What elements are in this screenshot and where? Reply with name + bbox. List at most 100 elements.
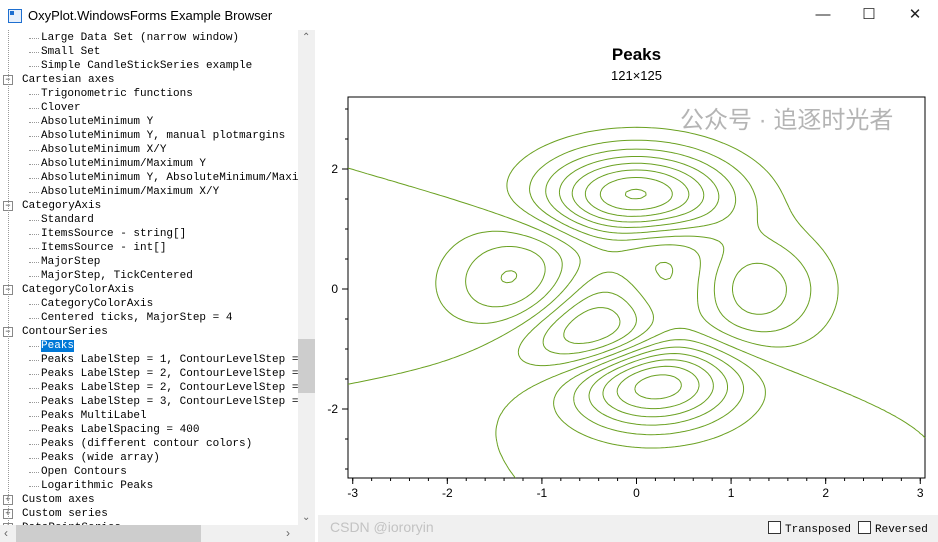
scroll-right-icon[interactable]: › [286, 526, 290, 540]
contour-line-1 [506, 126, 839, 367]
tree-horizontal-scrollbar[interactable]: ‹ › [0, 525, 315, 542]
x-tick-label: 2 [822, 486, 829, 500]
tree-item-label: MajorStep, TickCentered [41, 270, 193, 282]
tree-connector [29, 318, 39, 319]
tree-connector [29, 472, 39, 473]
tree-group[interactable]: CategoryColorAxis [22, 283, 134, 297]
tree-group[interactable]: DataPointSeries [22, 521, 121, 525]
tree-connector [29, 430, 39, 431]
tree-item-label: ItemsSource - int[] [41, 242, 167, 254]
tree-item-label: DataPointSeries [22, 522, 121, 525]
tree-item[interactable]: Logarithmic Peaks [41, 479, 153, 493]
tree-item-label: Cartesian axes [22, 74, 115, 86]
tree-connector [29, 136, 39, 137]
scroll-left-icon[interactable]: ‹ [4, 526, 8, 540]
contour-line--6 [634, 374, 682, 400]
tree-vertical-scrollbar[interactable]: ⌃ ⌄ [298, 30, 315, 525]
tree-item-label: CategoryColorAxis [22, 284, 135, 296]
chart-title: Peaks [612, 45, 661, 64]
tree-item[interactable]: AbsoluteMinimum Y, manual plotmargins [41, 129, 285, 143]
tree-item[interactable]: ItemsSource - string[] [41, 227, 186, 241]
tree-item[interactable]: Peaks LabelStep = 2, ContourLevelStep = … [41, 381, 298, 395]
tree-item-label: CategoryAxis [22, 200, 102, 212]
tree-group[interactable]: CategoryAxis [22, 199, 101, 213]
tree-item[interactable]: Clover [41, 101, 81, 115]
tree-connector [29, 52, 39, 53]
contour-line-6 [584, 169, 690, 217]
tree-item[interactable]: Open Contours [41, 465, 127, 479]
tree-item-label: ContourSeries [22, 326, 108, 338]
plot-view[interactable]: Peaks 121×125 -3 -2 -1 0 1 2 3 -2 0 2 [318, 30, 938, 515]
close-button[interactable]: ✕ [908, 6, 922, 23]
tree-item[interactable]: Peaks MultiLabel [41, 409, 147, 423]
tree-item[interactable]: MajorStep, TickCentered [41, 269, 193, 283]
tree-item[interactable]: AbsoluteMinimum/Maximum X/Y [41, 185, 219, 199]
scroll-down-icon[interactable]: ⌄ [302, 512, 311, 523]
tree-connector [29, 150, 39, 151]
tree-item-label: Peaks LabelSpacing = 400 [41, 424, 200, 436]
tree-connector [29, 304, 39, 305]
tree-item-label: AbsoluteMinimum/Maximum X/Y [41, 186, 220, 198]
tree-item[interactable]: ItemsSource - int[] [41, 241, 166, 255]
contour-line--3 [500, 270, 728, 426]
scroll-up-icon[interactable]: ⌃ [302, 32, 311, 43]
tree-connector [8, 30, 9, 525]
tree-connector [29, 416, 39, 417]
tree-connector [29, 262, 39, 263]
tree-item-label: AbsoluteMinimum Y, AbsoluteMinimum/Maxim… [41, 172, 298, 184]
tree-connector [29, 374, 39, 375]
x-tick-label: -1 [537, 486, 548, 500]
tree-connector [29, 458, 39, 459]
tree-connector [29, 164, 39, 165]
tree-connector [29, 402, 39, 403]
contour-line--2 [465, 246, 745, 436]
tree-item[interactable]: CategoryColorAxis [41, 297, 153, 311]
tree-group[interactable]: Custom series [22, 507, 108, 521]
tree-item-label: Large Data Set (narrow window) [41, 32, 240, 44]
scrollbar-thumb[interactable] [16, 525, 201, 542]
reversed-label: Reversed [875, 524, 928, 536]
tree-item[interactable]: Peaks (wide array) [41, 451, 160, 465]
tree-item[interactable]: Peaks LabelStep = 2, ContourLevelStep = … [41, 367, 298, 381]
tree-item[interactable]: AbsoluteMinimum/Maximum Y [41, 157, 206, 171]
y-tick-label: -2 [327, 402, 338, 416]
reversed-checkbox[interactable]: Reversed [858, 521, 928, 536]
minimize-button[interactable]: — [815, 6, 831, 23]
tree-item-label: Trigonometric functions [41, 88, 193, 100]
transposed-checkbox[interactable]: Transposed [768, 521, 851, 536]
tree-item[interactable]: Centered ticks, MajorStep = 4 [41, 311, 232, 325]
tree-item[interactable]: AbsoluteMinimum X/Y [41, 143, 166, 157]
tree-item[interactable]: Trigonometric functions [41, 87, 193, 101]
options-bar: Transposed Reversed [318, 515, 938, 542]
tree-item[interactable]: Peaks (different contour colors) [41, 437, 252, 451]
tree-item[interactable]: AbsoluteMinimum Y [41, 115, 153, 129]
tree-group[interactable]: Cartesian axes [22, 73, 114, 87]
tree-item[interactable]: MajorStep [41, 255, 100, 269]
y-tick-label: 0 [331, 282, 338, 296]
scrollbar-thumb[interactable] [298, 339, 315, 393]
tree-item[interactable]: AbsoluteMinimum Y, AbsoluteMinimum/Maxim… [41, 171, 298, 185]
contour-line--5 [616, 365, 700, 410]
tree-group[interactable]: ContourSeries [22, 325, 108, 339]
tree-group[interactable]: Custom axes [22, 493, 95, 507]
tree-item[interactable]: Simple CandleStickSeries example [41, 59, 252, 73]
tree-item[interactable]: Large Data Set (narrow window) [41, 31, 239, 45]
tree-item-label: Centered ticks, MajorStep = 4 [41, 312, 233, 324]
tree-item[interactable]: Peaks LabelSpacing = 400 [41, 423, 199, 437]
tree-item-label: Peaks LabelStep = 1, ContourLevelStep = … [41, 354, 298, 366]
tree-item-label: Clover [41, 102, 81, 114]
tree-item-label: Standard [41, 214, 94, 226]
examples-tree[interactable]: Large Data Set (narrow window) Small Set S… [0, 30, 298, 525]
tree-item[interactable]: Standard [41, 213, 94, 227]
tree-item[interactable]: Peaks [41, 339, 75, 353]
contour-line-2 [529, 139, 812, 355]
tree-item-label: Custom axes [22, 494, 95, 506]
tree-item-label: Custom series [22, 508, 108, 520]
tree-item-label: AbsoluteMinimum Y, manual plotmargins [41, 130, 286, 142]
tree-item[interactable]: Peaks LabelStep = 1, ContourLevelStep = … [41, 353, 298, 367]
tree-item[interactable]: Small Set [41, 45, 100, 59]
maximize-button[interactable]: ☐ [862, 6, 876, 23]
tree-item[interactable]: Peaks LabelStep = 3, ContourLevelStep = … [41, 395, 298, 409]
x-tick-label: 3 [917, 486, 924, 500]
tree-item-label: Peaks MultiLabel [41, 410, 147, 422]
